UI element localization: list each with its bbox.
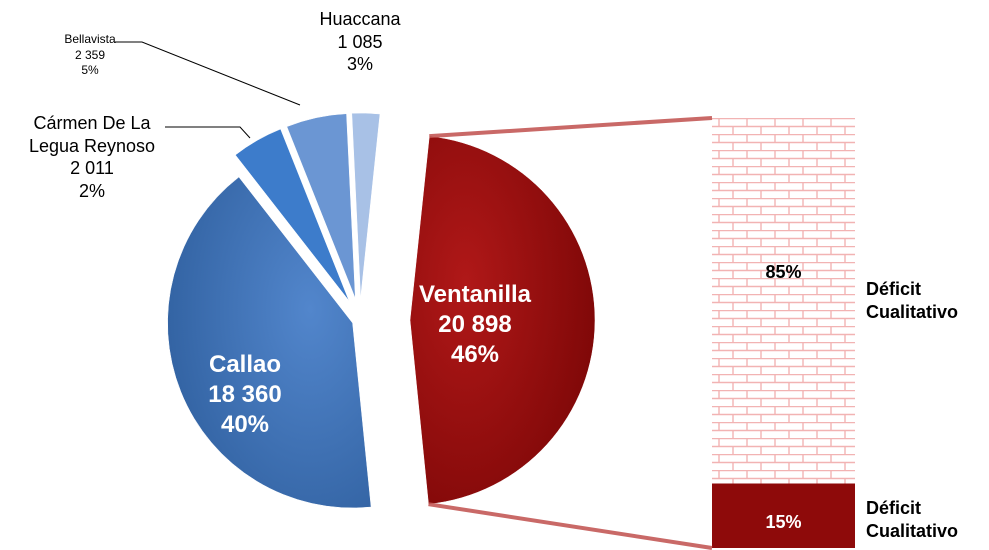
slice-percent: 46% bbox=[450, 341, 500, 368]
slice-value: 2 359 bbox=[74, 47, 106, 62]
slice-label: Ventanilla 20 898 46% bbox=[400, 280, 550, 370]
slice-name: Ventanilla bbox=[418, 281, 532, 308]
leader-line bbox=[115, 41, 301, 106]
slice-percent: 5% bbox=[81, 63, 99, 78]
slice-label: Bellavista 2 359 5% bbox=[50, 32, 130, 79]
slice-value: 18 360 bbox=[208, 381, 282, 408]
pie-slice bbox=[286, 113, 356, 299]
slice-value: 1 085 bbox=[337, 31, 383, 52]
bar-segment bbox=[712, 118, 855, 484]
slice-name: Huaccana bbox=[319, 9, 401, 29]
connector bbox=[428, 502, 713, 550]
slice-label: Callao 18 360 40% bbox=[170, 350, 320, 440]
pie-slice bbox=[409, 135, 596, 505]
slice-label: Huaccana 1 085 3% bbox=[310, 8, 410, 76]
slice-name: Bellavista bbox=[64, 32, 116, 46]
bar-segment bbox=[712, 483, 855, 548]
slice-name: Callao bbox=[208, 351, 282, 378]
pie-slice bbox=[167, 176, 372, 509]
bar-category-label: Déficit Cualitativo bbox=[866, 279, 959, 323]
bar-value-label: 15% bbox=[765, 512, 802, 532]
connector bbox=[429, 116, 713, 139]
pie-slice bbox=[351, 112, 381, 299]
slice-value: 20 898 bbox=[438, 311, 512, 338]
slice-name: Cármen De La Legua Reynoso bbox=[28, 113, 156, 156]
bar-value-label: 85% bbox=[765, 262, 802, 282]
pie-slice bbox=[235, 128, 350, 302]
slice-label: Cármen De La Legua Reynoso 2 011 2% bbox=[12, 112, 172, 202]
bar-category-label: Déficit Cualitativo bbox=[866, 498, 959, 542]
slice-percent: 40% bbox=[220, 411, 270, 438]
leader-line bbox=[165, 126, 251, 139]
slice-value: 2 011 bbox=[70, 158, 114, 178]
slice-percent: 3% bbox=[346, 54, 373, 74]
slice-percent: 2% bbox=[78, 180, 105, 201]
